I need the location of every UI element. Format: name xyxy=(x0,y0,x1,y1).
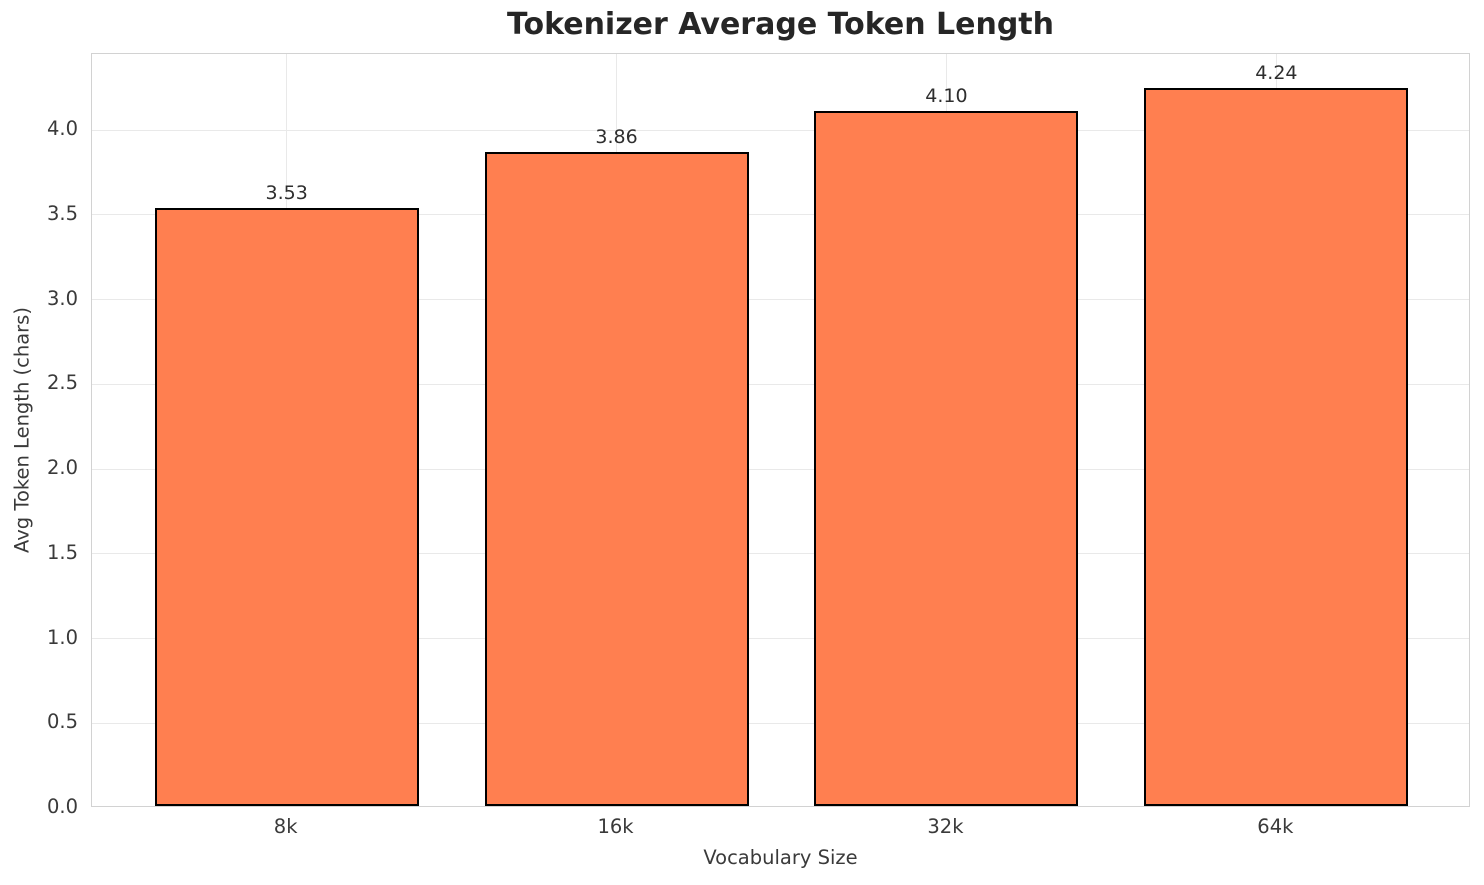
y-tick-label-0.0: 0.0 xyxy=(46,795,78,818)
bar-value-label-32k: 4.10 xyxy=(925,85,968,108)
bar-value-label-64k: 4.24 xyxy=(1255,61,1298,84)
y-tick-label-2.5: 2.5 xyxy=(46,371,78,395)
bar-value-label-8k: 3.53 xyxy=(265,181,308,204)
bar-8k xyxy=(154,207,419,806)
gridline-horizontal xyxy=(92,722,1469,724)
y-tick-label-1.0: 1.0 xyxy=(46,625,78,649)
y-tick-label-3.0: 3.0 xyxy=(46,286,78,310)
y-axis-label: Avg Token Length (chars) xyxy=(10,307,34,553)
y-tick-label-0.5: 0.5 xyxy=(46,710,78,734)
x-tick-label-16k: 16k xyxy=(597,815,634,838)
gridline-horizontal xyxy=(92,468,1469,470)
x-tick-label-32k: 32k xyxy=(927,815,964,838)
y-tick-label-4.0: 4.0 xyxy=(46,117,78,141)
chart-title: Tokenizer Average Token Length xyxy=(506,7,1054,42)
x-tick-label-8k: 8k xyxy=(273,815,298,838)
x-tick-label-64k: 64k xyxy=(1257,815,1294,838)
gridline-horizontal xyxy=(92,214,1469,216)
gridline-horizontal xyxy=(92,638,1469,640)
plot-area: 3.53 3.86 4.10 4.24 xyxy=(91,53,1470,807)
x-axis-label: Vocabulary Size xyxy=(703,846,858,869)
bar-16k xyxy=(484,151,749,806)
gridline-horizontal xyxy=(92,553,1469,555)
bar-value-label-16k: 3.86 xyxy=(595,125,638,148)
gridline-horizontal xyxy=(92,383,1469,385)
bar-32k xyxy=(814,111,1079,806)
y-tick-label-3.5: 3.5 xyxy=(46,201,78,225)
gridline-horizontal xyxy=(92,299,1469,301)
gridline-horizontal xyxy=(92,129,1469,131)
bar-64k xyxy=(1144,87,1409,806)
y-tick-label-1.5: 1.5 xyxy=(46,540,78,564)
y-tick-label-2.0: 2.0 xyxy=(46,456,78,480)
